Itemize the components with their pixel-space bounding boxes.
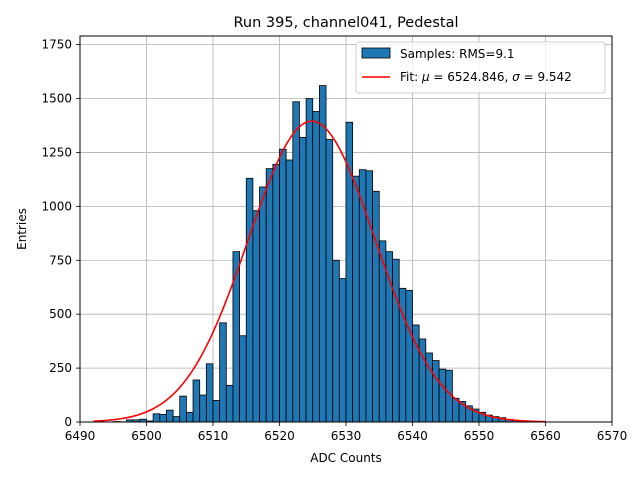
y-axis-ticks: 0 250 500 750 1000 1250 1500 1750: [41, 38, 80, 429]
histogram-bar: [265, 168, 274, 423]
histogram-bar: [392, 258, 400, 423]
histogram-bar: [372, 190, 380, 423]
histogram-bar: [166, 409, 174, 423]
histogram-bar: [179, 395, 187, 423]
histogram-bar: [338, 278, 347, 423]
histogram-bar: [438, 368, 447, 423]
histogram-bar: [365, 170, 374, 423]
histogram-bar: [245, 177, 254, 423]
histogram-bar: [199, 394, 207, 423]
x-tick-label: 6490: [65, 429, 96, 443]
histogram-bar: [159, 414, 167, 423]
histogram-bar: [272, 163, 280, 423]
y-tick-label: 250: [49, 361, 72, 375]
histogram-bar: [292, 101, 300, 423]
y-tick-label: 750: [49, 253, 72, 267]
histogram-bar: [432, 360, 440, 423]
histogram-bar: [152, 413, 161, 423]
legend-fit-mu-value: = 6524.846,: [430, 70, 513, 84]
x-tick-label: 6530: [331, 429, 362, 443]
x-tick-label: 6560: [530, 429, 561, 443]
x-tick-label: 6500: [131, 429, 162, 443]
histogram-bar: [205, 363, 214, 423]
legend-fit-mu-symbol: μ: [421, 70, 430, 84]
histogram-bar: [172, 416, 181, 423]
x-tick-label: 6570: [597, 429, 628, 443]
histogram-bar: [279, 148, 287, 423]
legend: Samples: RMS=9.1 Fit: μ = 6524.846, σ = …: [355, 41, 606, 94]
legend-fit-prefix: Fit:: [400, 70, 422, 84]
legend-fit-label: Fit: μ = 6524.846, σ = 9.542: [400, 70, 572, 84]
histogram-bar: [259, 186, 267, 423]
x-tick-label: 6550: [464, 429, 495, 443]
y-tick-label: 0: [64, 415, 72, 429]
histogram-bar: [299, 136, 307, 423]
y-tick-label: 1000: [41, 199, 72, 213]
histogram-bar: [325, 139, 334, 423]
histogram-bar: [239, 335, 247, 423]
histogram-bar: [185, 411, 194, 423]
legend-histogram-swatch: [361, 47, 391, 59]
y-tick-label: 1750: [41, 38, 72, 52]
histogram-bar: [312, 111, 320, 423]
fit-curve: [93, 120, 546, 423]
histogram-bar: [358, 169, 367, 423]
histogram-bar: [219, 322, 227, 423]
histogram-bar: [252, 210, 260, 423]
x-tick-label: 6520: [264, 429, 295, 443]
legend-fit-sigma-value: = 9.542: [520, 70, 572, 84]
y-tick-label: 500: [49, 307, 72, 321]
histogram-bar: [192, 379, 201, 423]
y-tick-label: 1250: [41, 145, 72, 159]
y-tick-label: 1500: [41, 92, 72, 106]
histogram-bar: [285, 159, 294, 423]
x-axis-label: ADC Counts: [310, 451, 382, 465]
histogram-bar: [332, 259, 340, 423]
histogram-bar: [212, 400, 221, 423]
histogram-bar: [305, 98, 314, 423]
x-axis-ticks: 6490 6500 6510 6520 6530 6540 6550 6560 6570: [65, 422, 628, 443]
legend-fit-sigma-symbol: σ: [512, 70, 520, 84]
histogram-bar: [318, 85, 327, 423]
x-tick-label: 6510: [198, 429, 229, 443]
histogram-bar: [345, 121, 354, 423]
histogram-bars: [112, 85, 546, 423]
chart-title: Run 395, channel041, Pedestal: [233, 15, 458, 31]
histogram-bar: [225, 384, 234, 423]
legend-box: [355, 41, 606, 94]
y-axis-label: Entries: [15, 208, 29, 250]
legend-histogram-label: Samples: RMS=9.1: [400, 47, 515, 61]
x-tick-label: 6540: [397, 429, 428, 443]
histogram-bar: [405, 290, 413, 423]
histogram-bar: [232, 251, 240, 423]
histogram-bar: [352, 175, 360, 423]
